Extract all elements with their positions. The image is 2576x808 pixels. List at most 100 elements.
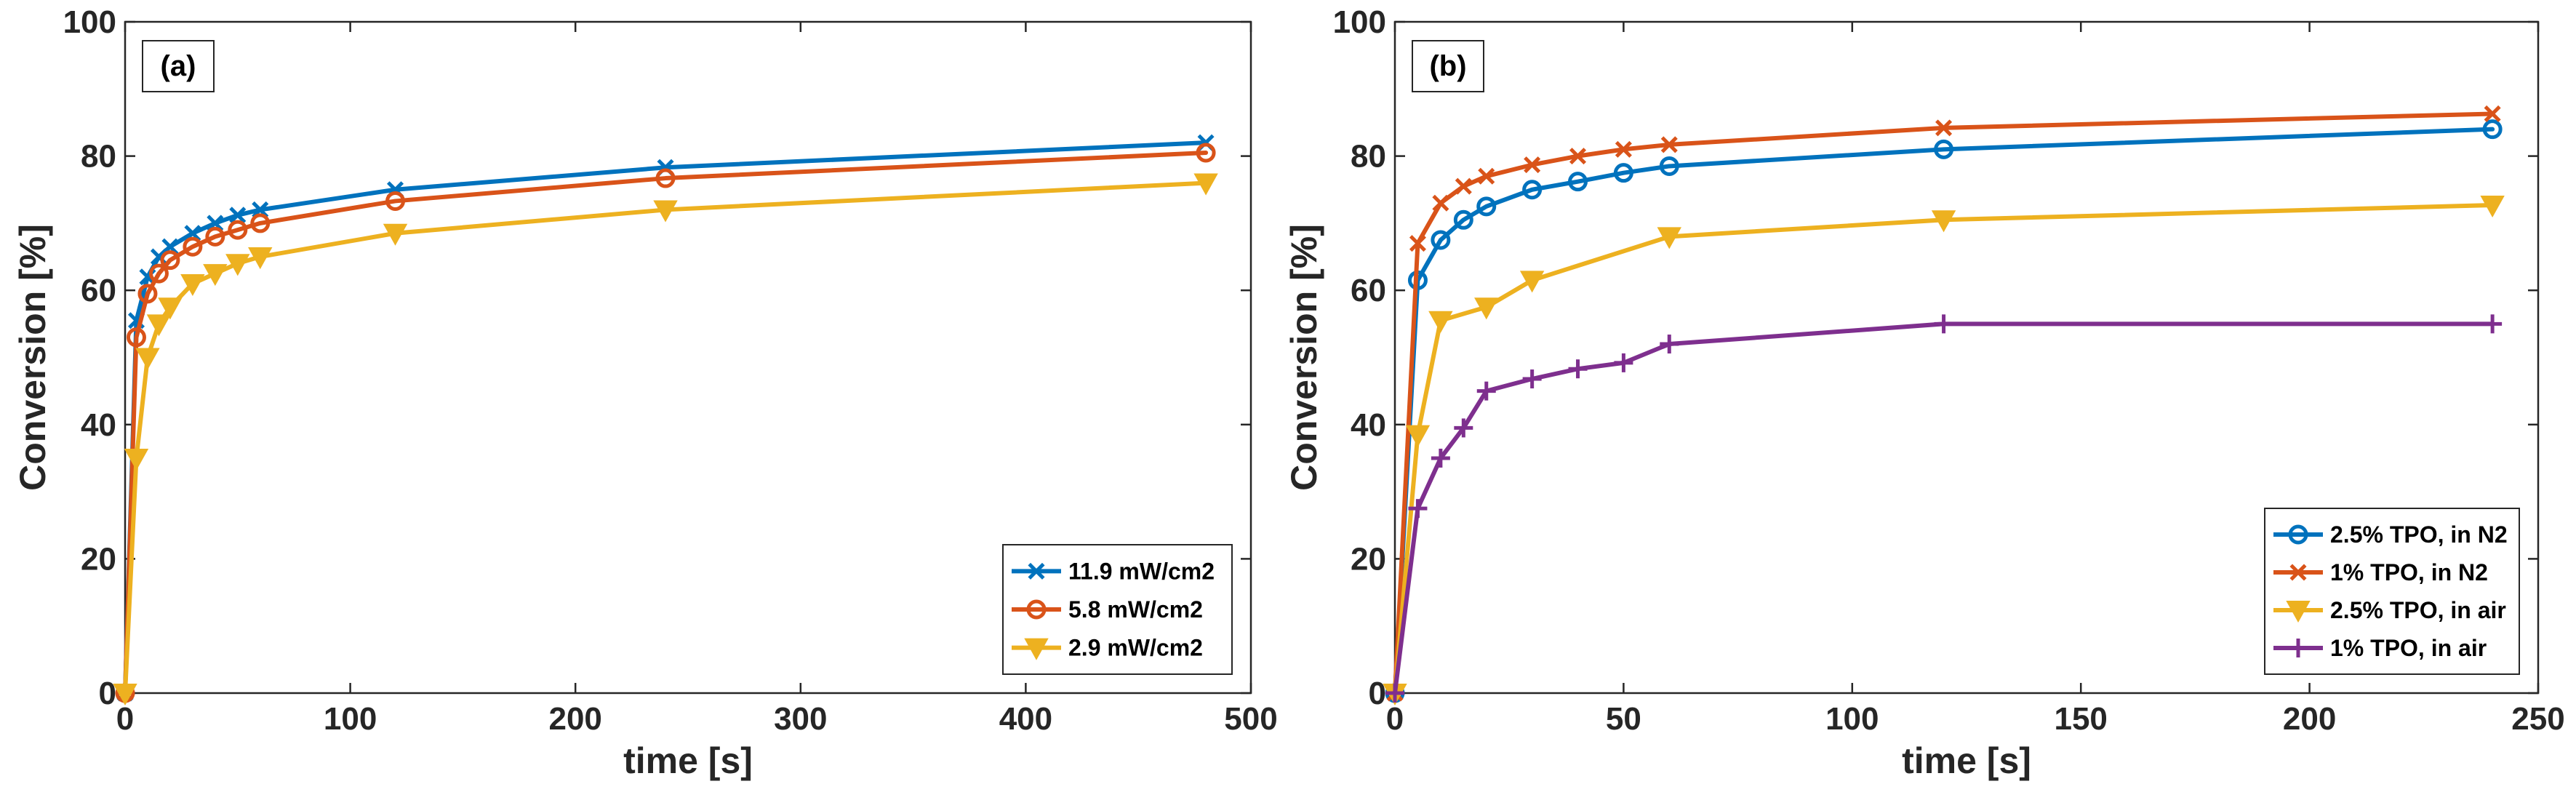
data-point (1569, 148, 1587, 165)
legend-label: 11.9 mW/cm2 (1068, 558, 1215, 584)
x-tick-label: 300 (774, 701, 827, 737)
series-2 (115, 143, 1216, 703)
panel-tag-label: (b) (1429, 50, 1466, 82)
legend-swatch-marker (2286, 601, 2311, 623)
legend-label: 5.8 mW/cm2 (1068, 596, 1203, 623)
y-tick-label: 0 (1369, 676, 1386, 711)
x-tick-label: 50 (1606, 701, 1641, 737)
data-point (203, 264, 228, 287)
data-point (383, 223, 408, 246)
legend-label: 2.5% TPO, in N2 (2330, 521, 2508, 548)
legend-item: 2.5% TPO, in air (2273, 597, 2506, 623)
y-tick-label: 60 (1351, 273, 1386, 308)
panel-tag-label: (a) (161, 50, 196, 82)
marker-stroke (1935, 119, 1953, 137)
legend-swatch-marker (1024, 638, 1049, 660)
legend-item: 1% TPO, in air (2273, 635, 2487, 661)
data-point (1568, 359, 1588, 379)
data-point (124, 448, 149, 471)
data-point (1196, 143, 1216, 163)
data-point (183, 236, 203, 257)
marker-stroke (252, 201, 269, 218)
y-tick-label: 80 (1351, 139, 1386, 175)
y-axis-label: Conversion [%] (1284, 224, 1324, 491)
legend-item: 1% TPO, in N2 (2273, 559, 2488, 585)
legend-label: 1% TPO, in air (2330, 635, 2487, 661)
data-point (205, 226, 225, 247)
marker-stroke (207, 215, 224, 232)
data-point (135, 348, 160, 370)
data-point (2482, 119, 2503, 140)
data-point (248, 247, 273, 270)
marker-stroke (184, 225, 201, 242)
legend-swatch-marker (1028, 562, 1045, 580)
marker-stroke (1455, 177, 1472, 195)
data-point (1522, 369, 1542, 389)
data-point (655, 168, 676, 188)
data-point (1474, 297, 1499, 320)
data-point (1934, 139, 1954, 159)
x-tick-label: 0 (1386, 701, 1404, 737)
data-point (1455, 177, 1472, 195)
data-point (113, 684, 137, 706)
data-point (1615, 140, 1632, 158)
panel-tag: (a) (142, 40, 215, 92)
data-point (1934, 314, 1953, 334)
data-point (2480, 195, 2505, 218)
marker-stroke (1409, 235, 1426, 252)
series-1 (1385, 119, 2503, 703)
legend-swatch-marker (2289, 564, 2307, 581)
legend-item: 2.9 mW/cm2 (1012, 635, 1203, 661)
data-point (1657, 227, 1681, 249)
marker-stroke (161, 238, 179, 255)
x-tick-label: 250 (2511, 701, 2564, 737)
data-point (1659, 156, 1679, 176)
x-tick-label: 100 (324, 701, 377, 737)
data-point (1568, 172, 1588, 192)
data-point (250, 213, 271, 233)
marker-stroke (1028, 562, 1045, 580)
panel-tag-box (1412, 40, 1484, 92)
marker-stroke (1660, 136, 1678, 153)
data-point (1613, 163, 1633, 183)
y-tick-label: 20 (1351, 541, 1386, 577)
marker-stroke (1569, 148, 1587, 165)
x-tick-label: 200 (548, 701, 601, 737)
data-point (148, 263, 169, 284)
y-tick-label: 100 (1333, 4, 1386, 40)
data-point (1408, 499, 1428, 519)
legend: 2.5% TPO, in N2 1% TPO, in N2 2.5% TPO, in… (2264, 508, 2520, 675)
marker-stroke (1615, 140, 1632, 158)
data-point (1431, 230, 1451, 250)
marker-stroke (229, 207, 247, 224)
data-point (146, 314, 172, 337)
data-point (158, 297, 183, 320)
legend-item: 5.8 mW/cm2 (1012, 596, 1203, 623)
data-point (1478, 167, 1495, 185)
data-point (1524, 156, 1541, 174)
data-point (207, 215, 224, 232)
data-point (2484, 105, 2501, 122)
legend-label: 2.9 mW/cm2 (1068, 635, 1203, 661)
data-point (1453, 209, 1473, 230)
data-point (137, 284, 158, 304)
x-axis-label: time [s] (1902, 740, 2031, 781)
data-point (1522, 180, 1543, 200)
y-axis-label: Conversion [%] (12, 224, 53, 491)
data-point (1935, 119, 1953, 137)
legend-item: 2.5% TPO, in N2 (2273, 521, 2508, 548)
data-point (252, 201, 269, 218)
y-tick-label: 20 (81, 541, 116, 577)
y-tick-label: 0 (99, 676, 116, 711)
data-point (1431, 448, 1450, 468)
data-point (1385, 684, 1404, 703)
marker-stroke (1524, 156, 1541, 174)
data-point (160, 250, 180, 271)
y-tick-label: 40 (81, 407, 116, 443)
data-point (653, 200, 678, 223)
series-line (1393, 127, 2495, 695)
data-point (184, 225, 201, 242)
panel-b: 0 50 100 150 200 250 0 20 40 60 80 100 time [s] Conve… (1284, 4, 2565, 781)
data-point (1409, 235, 1426, 252)
legend-label: 1% TPO, in N2 (2330, 559, 2488, 585)
